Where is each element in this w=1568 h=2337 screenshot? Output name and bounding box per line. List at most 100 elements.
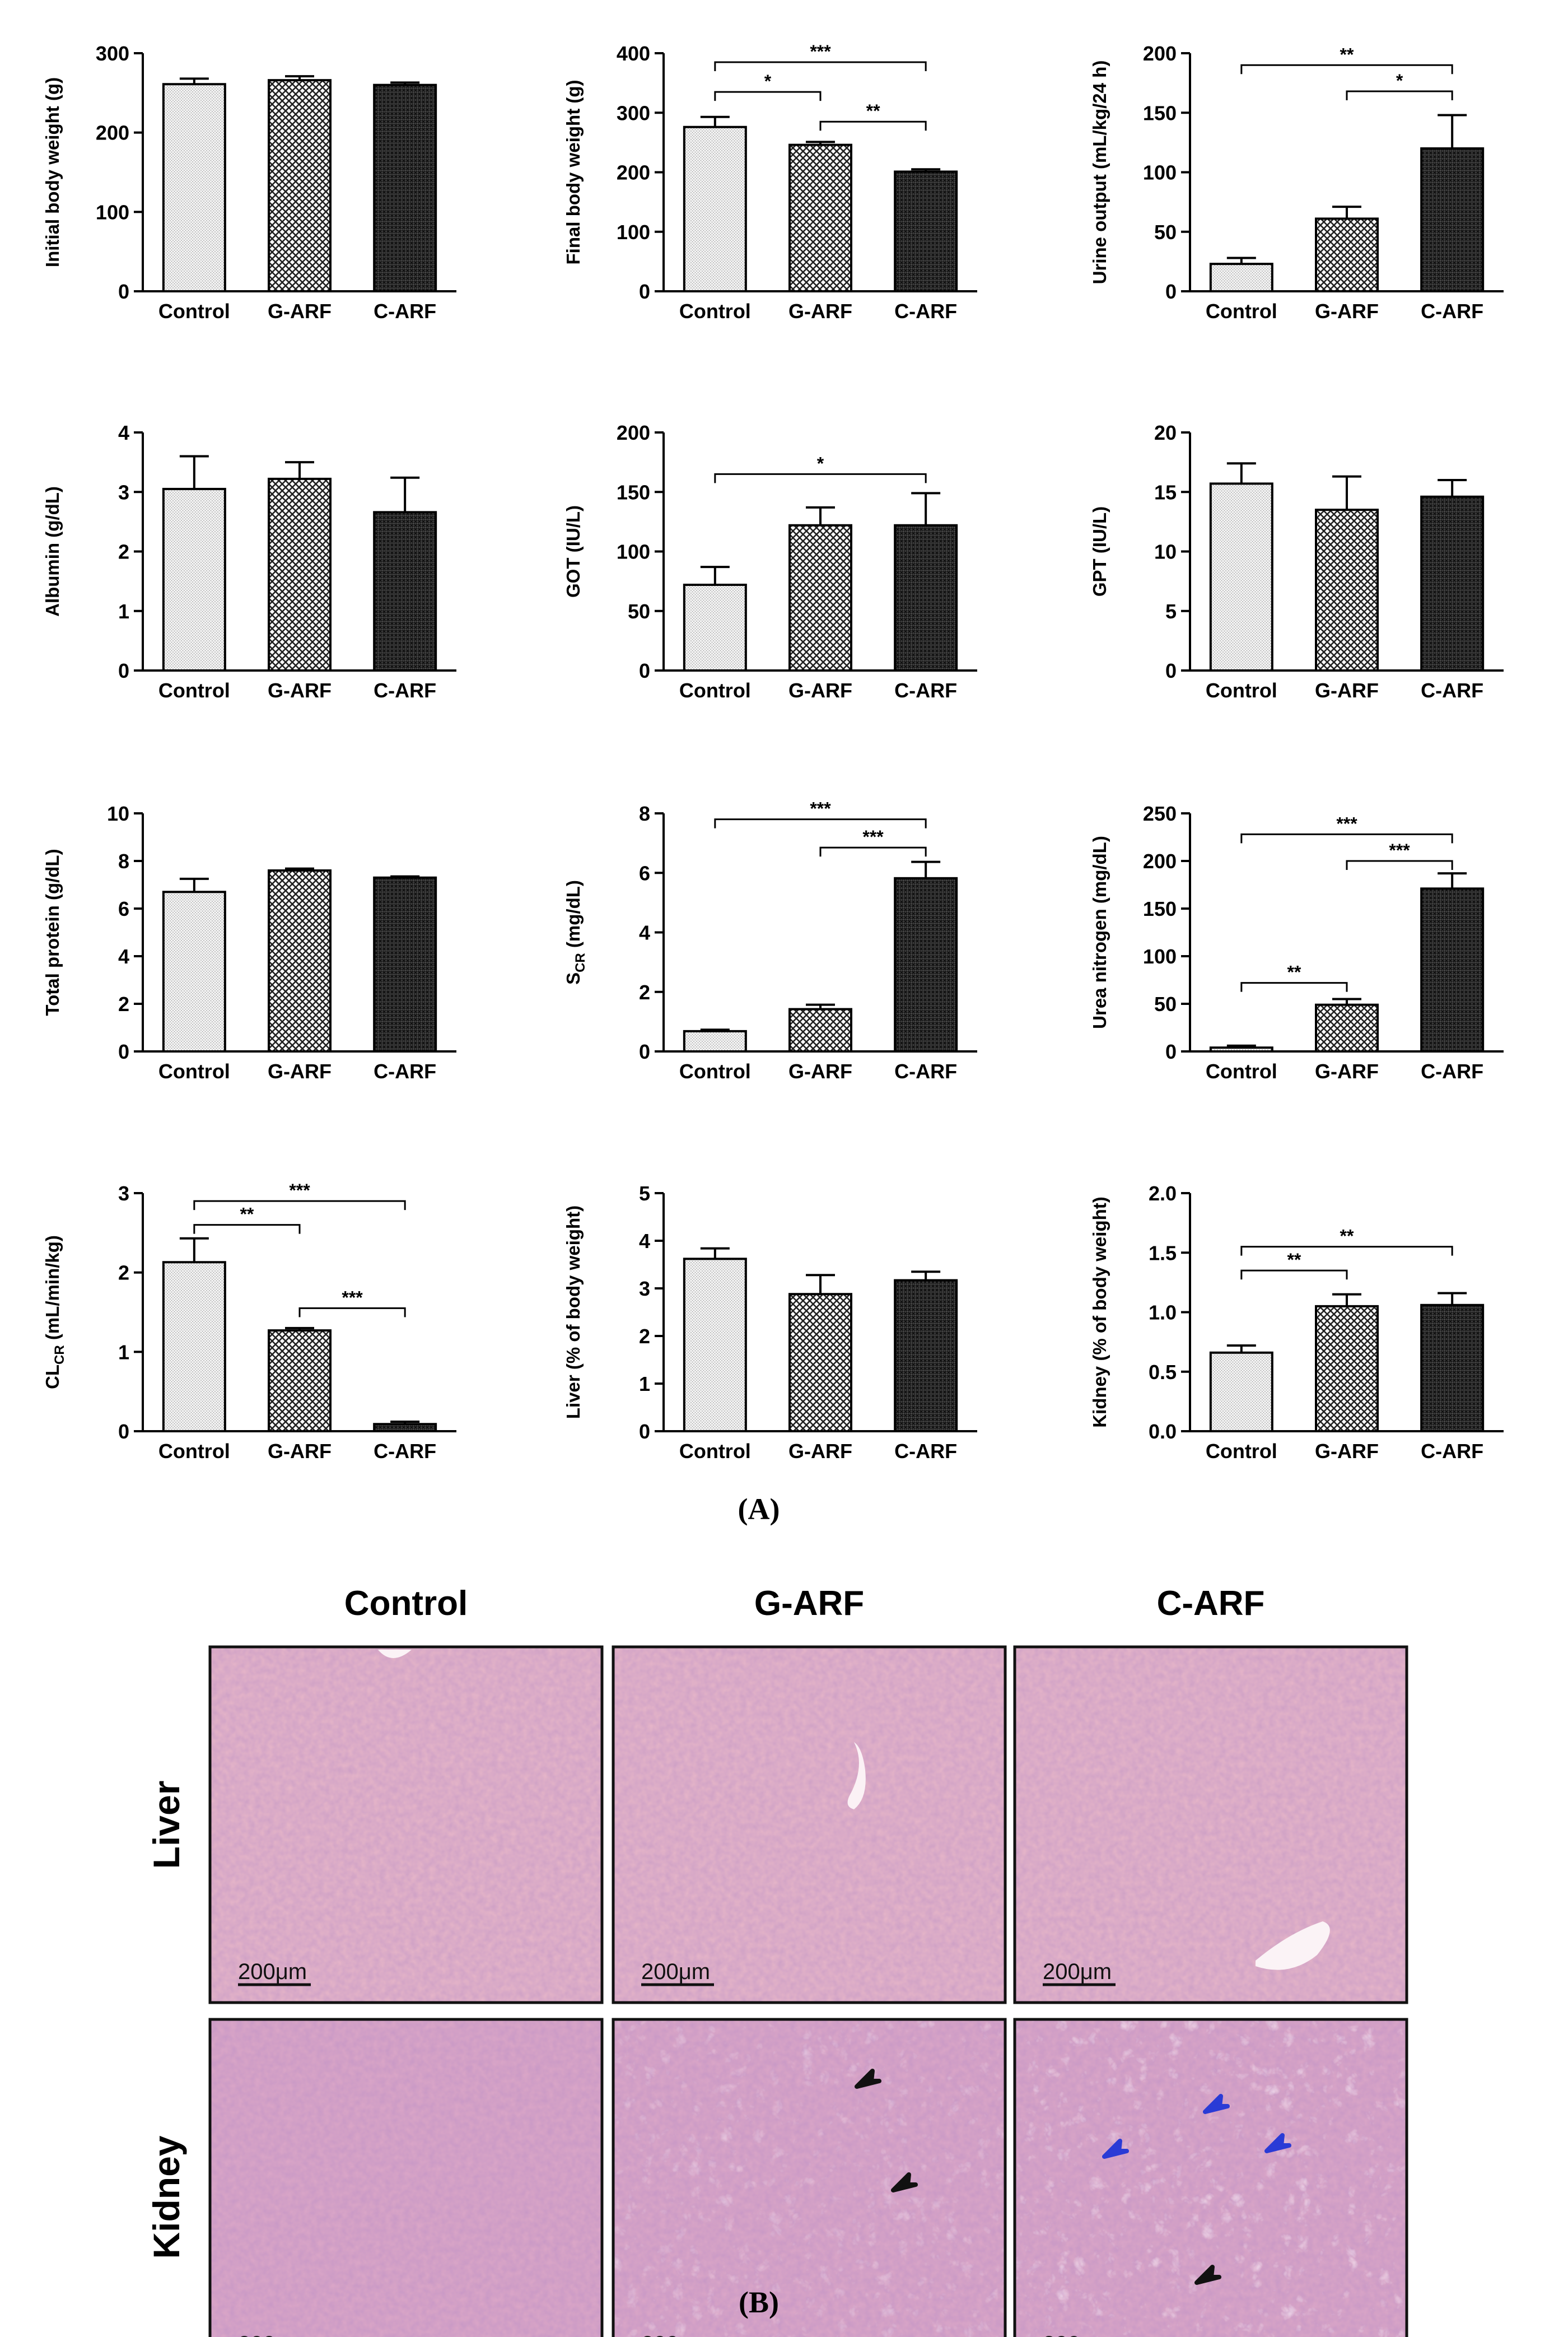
significance-bracket xyxy=(1240,982,1348,992)
bar-g-arf xyxy=(788,143,852,292)
x-tick-label: G-ARF xyxy=(1315,1440,1379,1463)
micrograph-border xyxy=(612,2018,1007,2337)
bar-g-arf xyxy=(788,524,852,672)
bar-control xyxy=(683,1030,747,1053)
y-tick-label: 6 xyxy=(118,897,129,920)
bar-g-arf xyxy=(1315,1003,1379,1053)
x-tick-label: C-ARF xyxy=(894,1060,957,1083)
scale-bar-label: 200μm xyxy=(238,1959,307,1984)
y-tick-label: 4 xyxy=(639,1230,650,1253)
y-tick-label: 0 xyxy=(639,1420,650,1443)
y-tick-label: 4 xyxy=(118,945,129,968)
significance-stars: *** xyxy=(810,41,831,62)
x-tick-label: G-ARF xyxy=(1315,679,1379,702)
bar-g-arf xyxy=(268,869,332,1053)
y-tick-label: 3 xyxy=(639,1277,650,1300)
significance-bracket xyxy=(1240,1269,1348,1280)
y-tick-label: 1 xyxy=(639,1372,650,1395)
bar-control xyxy=(1209,482,1273,672)
y-axis-label: Urine output (mL/kg/24 h) xyxy=(1089,60,1110,285)
chart-3: 0 50 100 150 200 Urine output (mL/kg/24 h) Con… xyxy=(1089,42,1504,323)
bar-c-arf xyxy=(373,511,437,672)
arrow-black-icon xyxy=(1194,2265,1221,2285)
bar-c-arf xyxy=(1420,887,1485,1053)
significance-stars: *** xyxy=(289,1180,310,1200)
significance-stars: * xyxy=(817,453,824,473)
bar-g-arf xyxy=(268,477,332,672)
bar-g-arf xyxy=(1315,217,1379,292)
tubule-lumen-texture xyxy=(613,2019,1005,2337)
x-tick-label: C-ARF xyxy=(374,300,436,323)
significance-stars: ** xyxy=(866,101,880,121)
y-tick-label: 3 xyxy=(118,481,129,504)
significance-bracket xyxy=(714,91,822,101)
arrow-blue-icon xyxy=(1102,2139,1129,2159)
y-tick-label: 1 xyxy=(118,1340,129,1363)
y-axis-label: Final body weight (g) xyxy=(563,80,584,265)
bar-g-arf xyxy=(1315,509,1379,672)
scale-bar-label: 200μm xyxy=(641,1959,710,1984)
y-tick-label: 4 xyxy=(118,421,129,444)
chart-1: 0 100 200 300 Initial body weight (g) Control… xyxy=(42,42,456,323)
y-tick-label: 300 xyxy=(96,42,129,65)
vessel-lumen xyxy=(847,1742,866,1809)
x-tick-label: Control xyxy=(1206,1060,1277,1083)
y-tick-label: 4 xyxy=(639,921,650,944)
y-tick-label: 2 xyxy=(639,981,650,1004)
y-tick-label: 1.5 xyxy=(1149,1241,1177,1264)
bar-control xyxy=(1209,1046,1273,1053)
x-tick-label: G-ARF xyxy=(1315,300,1379,323)
y-tick-label: 0 xyxy=(1165,280,1177,303)
significance-stars: *** xyxy=(342,1287,363,1307)
x-tick-label: Control xyxy=(679,1060,751,1083)
micrograph-liver-control: 200μm xyxy=(208,1645,604,2004)
y-tick-label: 200 xyxy=(617,421,650,444)
row-header-kidney: Kidney xyxy=(146,2135,187,2259)
y-tick-label: 8 xyxy=(639,802,650,825)
y-tick-label: 2.0 xyxy=(1149,1182,1177,1205)
x-tick-label: G-ARF xyxy=(788,679,852,702)
significance-stars: ** xyxy=(240,1204,254,1225)
significance-stars: ** xyxy=(1287,1250,1301,1270)
x-tick-label: G-ARF xyxy=(268,679,332,702)
y-tick-label: 300 xyxy=(617,101,650,124)
tissue-texture xyxy=(1015,1647,1407,2003)
y-tick-label: 0 xyxy=(639,659,650,682)
x-tick-label: C-ARF xyxy=(894,300,957,323)
y-tick-label: 50 xyxy=(1154,993,1177,1016)
y-axis-label: Kidney (% of body weight) xyxy=(1089,1197,1110,1427)
y-axis-label: SCR (mg/dL) xyxy=(563,880,588,985)
y-tick-label: 10 xyxy=(1154,541,1177,564)
y-tick-label: 150 xyxy=(1143,101,1177,124)
bar-g-arf xyxy=(1315,1305,1379,1432)
y-tick-label: 5 xyxy=(1165,600,1177,623)
bar-c-arf xyxy=(894,1279,958,1433)
y-tick-label: 5 xyxy=(639,1182,650,1205)
y-tick-label: 8 xyxy=(118,850,129,873)
y-axis-label: Liver (% of body weight) xyxy=(563,1205,584,1419)
y-tick-label: 1 xyxy=(118,600,129,623)
x-tick-label: C-ARF xyxy=(1421,1060,1483,1083)
bar-c-arf xyxy=(1420,147,1485,292)
significance-stars: ** xyxy=(1340,1226,1354,1246)
y-tick-label: 0 xyxy=(639,1040,650,1063)
x-tick-label: C-ARF xyxy=(1421,300,1483,323)
tissue-texture xyxy=(210,2019,602,2337)
x-tick-label: G-ARF xyxy=(268,300,332,323)
y-tick-label: 0 xyxy=(118,1040,129,1063)
arrow-black-icon xyxy=(855,2069,881,2089)
x-tick-label: G-ARF xyxy=(788,1440,852,1463)
significance-stars: *** xyxy=(862,827,884,847)
y-tick-label: 0 xyxy=(118,659,129,682)
y-tick-label: 100 xyxy=(96,201,129,224)
y-tick-label: 50 xyxy=(628,600,650,623)
significance-bracket xyxy=(1346,860,1453,870)
bar-c-arf xyxy=(1420,1303,1485,1432)
x-tick-label: C-ARF xyxy=(374,1060,436,1083)
y-tick-label: 3 xyxy=(118,1182,129,1205)
x-tick-label: Control xyxy=(679,1440,751,1463)
y-tick-label: 150 xyxy=(1143,897,1177,920)
chart-6: 0 5 10 15 20 GPT (IU/L) Control G-ARF C-ARF xyxy=(1089,421,1504,702)
micrograph-kidney-c-arf: 200μm xyxy=(1013,2018,1408,2337)
significance-bracket xyxy=(1346,90,1453,100)
